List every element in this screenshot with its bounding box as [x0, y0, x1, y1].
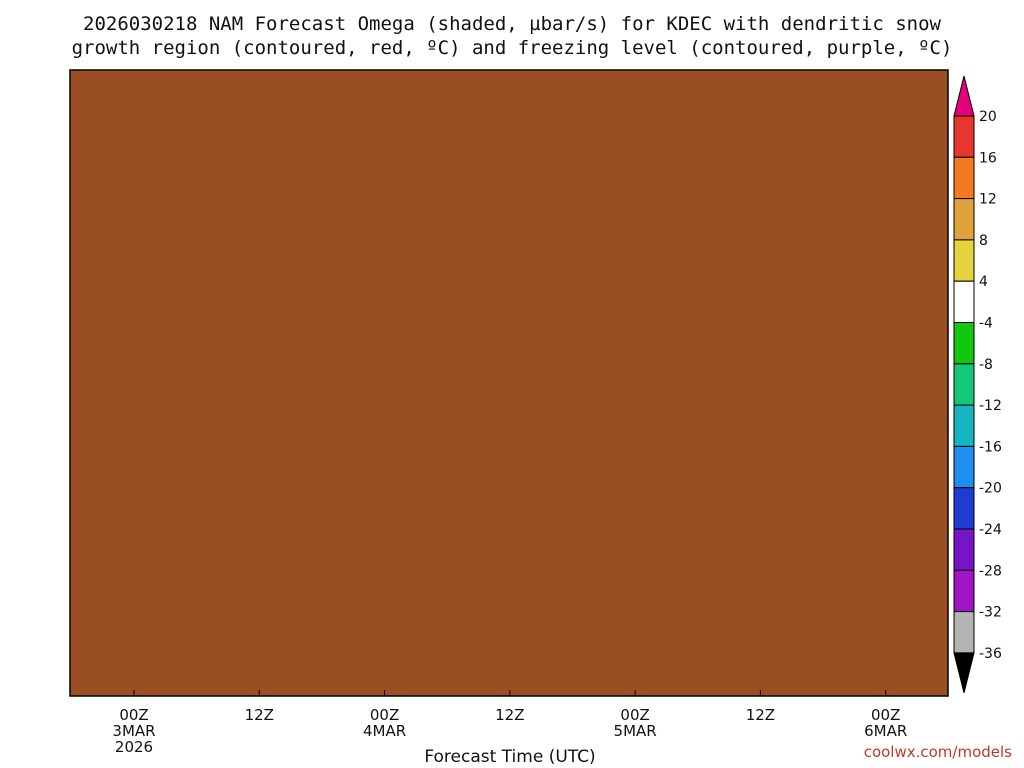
colorbar-label-7: -12: [979, 398, 1002, 414]
colorbar-label-10: -24: [979, 522, 1002, 538]
chart-title-line-2: growth region (contoured, red, ºC) and f…: [72, 37, 953, 59]
colorbar-label-8: -16: [979, 439, 1002, 455]
colorbar-label-0: 20: [979, 109, 997, 125]
colorbar-label-5: -4: [979, 316, 993, 332]
colorbar-cell-5: [953, 280, 975, 324]
credit-text: coolwx.com/models: [864, 743, 1012, 761]
x-tick-label-4-0: 00Z: [620, 706, 649, 724]
plot-frame: [69, 69, 949, 697]
colorbar-cell-7: [953, 363, 975, 406]
surface-layer: [70, 70, 948, 696]
colorbar-label-4: 4: [979, 274, 988, 290]
x-tick-label-3-0: 12Z: [495, 706, 524, 724]
x-tick-label-2-1: 4MAR: [363, 722, 406, 740]
x-tick-label-6-0: 00Z: [871, 706, 900, 724]
colorbar-cell-10: [953, 487, 975, 530]
ground-surface: [70, 70, 948, 696]
colorbar-cell-8: [953, 404, 975, 447]
colorbar-label-12: -32: [979, 605, 1002, 621]
colorbar-cell-13: [953, 611, 975, 654]
x-tick-label-5-0: 12Z: [746, 706, 775, 724]
colorbar-cell-9: [953, 445, 975, 489]
colorbar-cell-1: [953, 115, 975, 158]
colorbar-cell-4: [953, 239, 975, 282]
colorbar-cell-12: [953, 569, 975, 613]
colorbar-label-1: 16: [979, 150, 997, 166]
x-tick-label-0-1: 3MAR: [112, 722, 155, 740]
colorbar-bottom-arrow: [953, 652, 975, 694]
colorbar-cell-2: [953, 156, 975, 200]
x-tick-label-4-1: 5MAR: [614, 722, 657, 740]
colorbar-label-3: 8: [979, 233, 988, 249]
x-tick-label-6-1: 6MAR: [864, 722, 907, 740]
x-tick-label-0-2: 2026: [115, 738, 153, 756]
colorbar-label-13: -36: [979, 646, 1002, 662]
x-tick-label-0-0: 00Z: [119, 706, 148, 724]
colorbar-label-9: -20: [979, 481, 1002, 497]
colorbar-top-arrow: [953, 75, 975, 117]
colorbar-cell-6: [953, 322, 975, 365]
x-axis-label: Forecast Time (UTC): [424, 747, 595, 767]
colorbar-cell-11: [953, 528, 975, 571]
x-tick-label-1-0: 12Z: [245, 706, 274, 724]
colorbar-label-11: -28: [979, 563, 1002, 579]
colorbar-label-2: 12: [979, 192, 997, 208]
colorbar: 20 16 12 8 4 -4 -8 -12 -16 -20 -24 -28 -32 -36: [953, 75, 1002, 694]
x-tick-label-2-0: 00Z: [370, 706, 399, 724]
colorbar-cell-3: [953, 198, 975, 241]
chart-title-line-1: 2026030218 NAM Forecast Omega (shaded, µ…: [83, 13, 941, 35]
colorbar-label-6: -8: [979, 357, 993, 373]
